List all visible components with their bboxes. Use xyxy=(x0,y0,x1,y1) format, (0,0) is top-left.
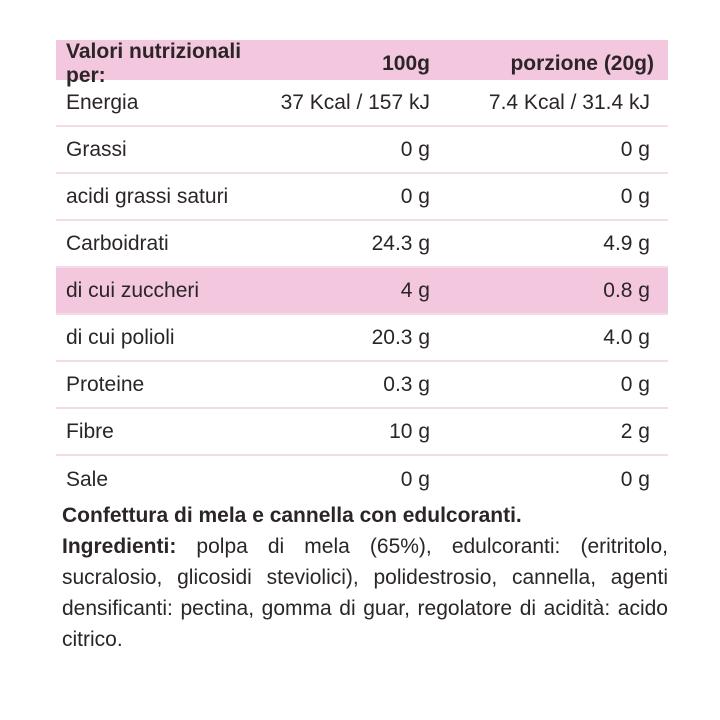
row-value-100g: 0.3 g xyxy=(383,372,430,396)
table-row-sale: Sale 0 g 0 g xyxy=(56,456,668,503)
table-row-carboidrati: Carboidrati 24.3 g 4.9 g xyxy=(56,221,668,268)
row-label: di cui zuccheri xyxy=(66,278,200,302)
table-row-energia: Energia 37 Kcal / 157 kJ 7.4 Kcal / 31.4… xyxy=(56,80,668,127)
row-label: di cui polioli xyxy=(66,325,175,349)
ingredients-label: Ingredienti: xyxy=(62,535,177,558)
row-value-100g: 4 g xyxy=(400,278,430,302)
row-label: Sale xyxy=(66,467,109,491)
row-value-portion: 0.8 g xyxy=(603,278,650,302)
table-header-row: Valori nutrizionali per: 100g porzione (… xyxy=(56,40,668,87)
table-row-proteine: Proteine 0.3 g 0 g xyxy=(56,362,668,409)
header-col-portion: porzione (20g) xyxy=(510,52,654,75)
row-value-portion: 7.4 Kcal / 31.4 kJ xyxy=(488,90,650,114)
row-value-100g: 10 g xyxy=(389,419,430,443)
product-description-block: Confettura di mela e cannella con edulco… xyxy=(62,500,668,655)
row-value-portion: 0 g xyxy=(620,372,650,396)
row-value-portion: 4.9 g xyxy=(603,231,650,255)
row-value-100g: 0 g xyxy=(400,467,430,491)
row-value-100g: 24.3 g xyxy=(371,231,430,255)
row-label: Carboidrati xyxy=(66,231,169,255)
row-label: acidi grassi saturi xyxy=(66,184,229,208)
row-label: Grassi xyxy=(66,137,127,161)
row-value-portion: 0 g xyxy=(620,467,650,491)
ingredients-text: polpa di mela (65%), edulcoranti: (eritr… xyxy=(62,535,668,651)
row-value-100g: 37 Kcal / 157 kJ xyxy=(280,90,430,114)
header-col-100g: 100g xyxy=(382,52,430,75)
product-name: Confettura di mela e cannella con edulco… xyxy=(62,504,522,527)
row-label: Energia xyxy=(66,90,139,114)
row-value-100g: 0 g xyxy=(400,184,430,208)
header-values-per-label: Valori nutrizionali per: xyxy=(66,40,242,87)
row-value-100g: 20.3 g xyxy=(371,325,430,349)
table-row-fibre: Fibre 10 g 2 g xyxy=(56,409,668,456)
row-value-portion: 4.0 g xyxy=(603,325,650,349)
ingredients-paragraph: Ingredienti: polpa di mela (65%), edulco… xyxy=(62,531,668,655)
row-value-portion: 0 g xyxy=(620,184,650,208)
row-value-100g: 0 g xyxy=(400,137,430,161)
row-value-portion: 2 g xyxy=(620,419,650,443)
row-value-portion: 0 g xyxy=(620,137,650,161)
table-row-di-cui-polioli: di cui polioli 20.3 g 4.0 g xyxy=(56,315,668,362)
table-row-di-cui-zuccheri: di cui zuccheri 4 g 0.8 g xyxy=(56,268,668,315)
table-row-grassi: Grassi 0 g 0 g xyxy=(56,127,668,174)
table-row-acidi-grassi-saturi: acidi grassi saturi 0 g 0 g xyxy=(56,174,668,221)
row-label: Fibre xyxy=(66,419,114,443)
row-label: Proteine xyxy=(66,372,145,396)
nutrition-table: Valori nutrizionali per: 100g porzione (… xyxy=(56,40,668,503)
